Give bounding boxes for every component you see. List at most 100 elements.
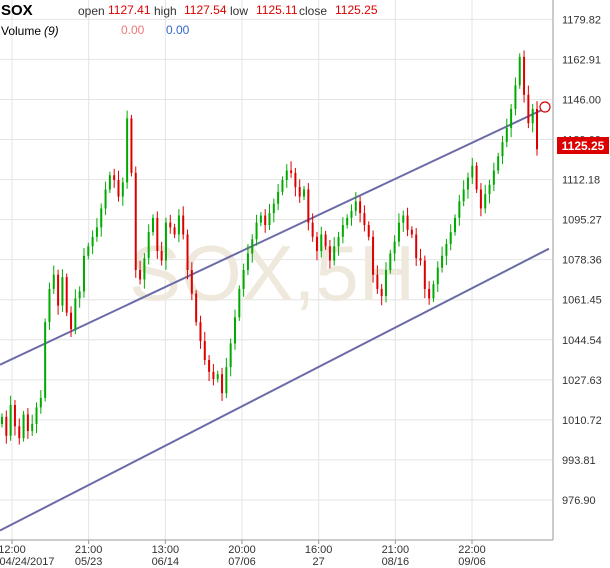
- candle-body: [147, 232, 150, 259]
- candle-body: [26, 414, 29, 432]
- x-tick-label-bottom: 04/24/2017: [0, 556, 55, 568]
- candle-body: [121, 182, 124, 197]
- candle-body: [359, 201, 362, 214]
- candle-body: [393, 241, 396, 254]
- candle-body: [199, 322, 202, 342]
- x-tick-label-bottom: 06/14: [152, 556, 180, 568]
- candle-body: [182, 215, 185, 235]
- upper-channel-line[interactable]: [0, 105, 550, 366]
- candle-body: [389, 253, 392, 270]
- candle-body: [61, 277, 64, 306]
- candle-body: [143, 258, 146, 280]
- candle-body: [216, 374, 219, 379]
- candle-body: [35, 407, 38, 424]
- candle-body: [514, 85, 517, 109]
- candle-body: [484, 194, 487, 209]
- candle-body: [328, 246, 331, 261]
- candle-body: [39, 397, 42, 408]
- candle-body: [294, 172, 297, 188]
- high-label: high: [154, 4, 177, 18]
- candle-body: [13, 405, 16, 427]
- candle-body: [501, 142, 504, 157]
- y-tick-label: 1078.36: [562, 255, 602, 267]
- candle-body: [497, 156, 500, 171]
- candle-body: [152, 217, 155, 233]
- candle-body: [130, 118, 133, 173]
- candle-body: [74, 298, 77, 330]
- candle-body: [341, 225, 344, 237]
- candle-body: [384, 270, 387, 297]
- candle-body: [441, 255, 444, 268]
- y-tick-label: 1179.82: [562, 14, 601, 26]
- last-price-tag: 1125.25: [557, 137, 609, 154]
- candle-body: [238, 288, 241, 318]
- candle-body: [449, 232, 452, 244]
- candle-body: [350, 210, 353, 218]
- candle-body: [233, 317, 236, 344]
- close-value: 1125.25: [335, 3, 378, 17]
- y-tick-label: 1010.72: [562, 415, 602, 427]
- candle-body: [423, 260, 426, 289]
- x-tick-label-bottom: 08/16: [382, 556, 410, 568]
- candle-body: [70, 312, 73, 330]
- candle-body: [251, 239, 254, 254]
- candle-body: [186, 234, 189, 270]
- candle-body: [52, 274, 55, 289]
- candle-body: [18, 426, 21, 439]
- candle-body: [164, 222, 167, 261]
- candle-body: [139, 270, 142, 280]
- x-tick-label-top: 12:00: [0, 544, 26, 556]
- candle-body: [134, 172, 137, 270]
- candle-body: [518, 56, 521, 86]
- candle-body: [320, 234, 323, 252]
- candle-body: [117, 180, 120, 197]
- candle-body: [415, 234, 418, 259]
- candle-body: [324, 234, 327, 247]
- candle-body: [100, 208, 103, 228]
- candle-body: [208, 360, 211, 372]
- candle-body: [436, 267, 439, 285]
- candle-body: [445, 243, 448, 256]
- candle-body: [458, 201, 461, 218]
- candle-body: [290, 170, 293, 173]
- candle-body: [78, 291, 81, 299]
- candle-body: [82, 255, 85, 292]
- candle-body: [303, 189, 306, 197]
- y-tick-label: 1027.63: [562, 375, 602, 387]
- candle-body: [471, 165, 474, 178]
- candle-body: [315, 236, 318, 252]
- crosshair-marker[interactable]: [539, 101, 551, 113]
- candle-body: [57, 274, 60, 306]
- candle-body: [259, 215, 262, 223]
- candle-body: [527, 94, 530, 124]
- high-value: 1127.54: [184, 3, 227, 17]
- candle-body: [475, 165, 478, 190]
- candle-body: [31, 423, 34, 432]
- candle-body: [48, 288, 51, 323]
- candle-body: [523, 56, 526, 95]
- candle-body: [380, 288, 383, 297]
- x-tick-label-bottom: 27: [313, 556, 325, 568]
- candle-body: [367, 225, 370, 237]
- candle-body: [95, 227, 98, 237]
- candle-body: [126, 118, 129, 183]
- x-axis-labels: 12:0004/24/201721:0005/2313:0006/1420:00…: [0, 544, 486, 568]
- candle-body: [307, 189, 310, 223]
- candle-body: [177, 215, 180, 235]
- candle-body: [9, 405, 12, 436]
- y-grid: [0, 18, 553, 501]
- candle-body: [173, 227, 176, 235]
- candle-body: [169, 222, 172, 228]
- candle-body: [255, 222, 258, 240]
- volume-label: Volume: [1, 24, 41, 38]
- x-tick-label-bottom: 07/06: [228, 556, 256, 568]
- candle-body: [466, 177, 469, 190]
- x-tick-label-top: 21:00: [382, 544, 410, 556]
- lower-channel-line[interactable]: [0, 247, 550, 532]
- y-axis-labels: 1179.821162.911146.001129.091112.181095.…: [562, 14, 602, 507]
- candle-body: [281, 180, 284, 192]
- candle-body: [363, 213, 366, 225]
- ohlc-header: SOX open 1127.41 high 1127.54 low 1125.1…: [1, 2, 378, 38]
- candle-body: [428, 288, 431, 299]
